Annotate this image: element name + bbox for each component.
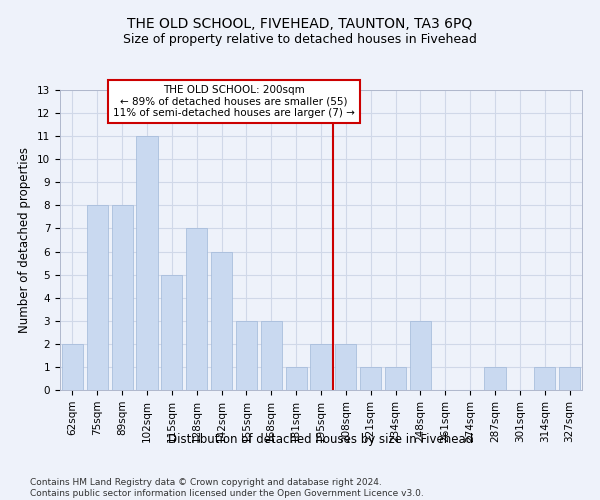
Text: Distribution of detached houses by size in Fivehead: Distribution of detached houses by size … [169,432,473,446]
Bar [236,321,257,390]
Bar [136,136,158,390]
Bar [385,367,406,390]
Bar [261,321,282,390]
Bar [534,367,555,390]
Bar [87,206,108,390]
Text: THE OLD SCHOOL: 200sqm
← 89% of detached houses are smaller (55)
11% of semi-det: THE OLD SCHOOL: 200sqm ← 89% of detached… [113,85,355,118]
Bar [161,274,182,390]
Text: Contains HM Land Registry data © Crown copyright and database right 2024.
Contai: Contains HM Land Registry data © Crown c… [30,478,424,498]
Bar [112,206,133,390]
Text: Size of property relative to detached houses in Fivehead: Size of property relative to detached ho… [123,32,477,46]
Bar [62,344,83,390]
Bar [360,367,381,390]
Bar [286,367,307,390]
Bar [559,367,580,390]
Bar [484,367,506,390]
Y-axis label: Number of detached properties: Number of detached properties [19,147,31,333]
Bar [310,344,332,390]
Bar [186,228,207,390]
Text: THE OLD SCHOOL, FIVEHEAD, TAUNTON, TA3 6PQ: THE OLD SCHOOL, FIVEHEAD, TAUNTON, TA3 6… [127,18,473,32]
Bar [211,252,232,390]
Bar [410,321,431,390]
Bar [335,344,356,390]
